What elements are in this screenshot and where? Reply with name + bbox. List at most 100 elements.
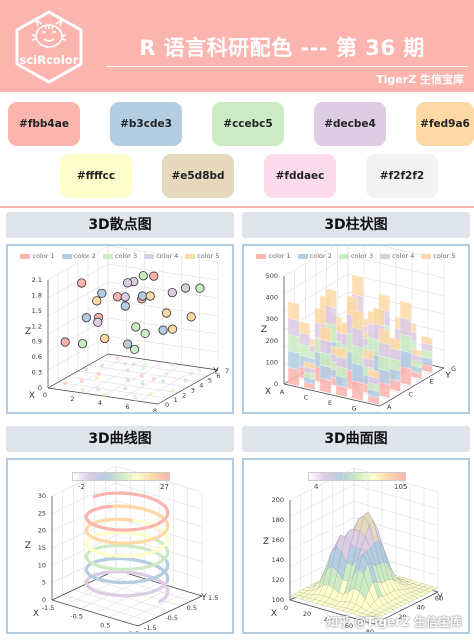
axis-line xyxy=(379,367,445,407)
surface-chart: 4 105 1001201401601802000204060800204060… xyxy=(242,458,470,634)
x-tick-label: 0 xyxy=(43,391,47,399)
point-shadow xyxy=(99,363,104,368)
bar-segment xyxy=(325,288,337,309)
panel-title: 3D散点图 xyxy=(6,212,234,238)
point-shadow xyxy=(183,378,188,383)
y-tick-label: 40 xyxy=(417,604,425,612)
point-shadow xyxy=(96,372,101,376)
y-tick-label: 20 xyxy=(398,613,406,621)
color-swatch: #fbb4ae xyxy=(8,102,80,146)
bar-segment xyxy=(287,301,300,321)
x-tick-label: 6 xyxy=(125,403,129,411)
legend-item: color 5 xyxy=(185,252,220,260)
bar-segment xyxy=(351,327,364,348)
y-axis-label: Y xyxy=(200,593,207,603)
z-tick-label: 25 xyxy=(38,509,46,517)
y-tick-label: 7 xyxy=(225,367,229,375)
z-tick-label: 2.1 xyxy=(32,276,42,284)
x-tick-label: E xyxy=(328,399,332,407)
logo-text: sciRcolor xyxy=(19,53,79,67)
z-tick-label: 180 xyxy=(272,516,284,524)
bar-segment xyxy=(373,307,385,327)
z-tick-label: 300 xyxy=(266,315,278,323)
scatter-point xyxy=(180,283,191,293)
swatch-label: #decbe4 xyxy=(324,118,376,130)
bar-segment xyxy=(378,368,391,385)
bar-segment xyxy=(335,346,348,360)
y-axis-label: Y xyxy=(436,593,443,603)
x-tick-label: 2 xyxy=(70,395,74,403)
legend-item: color 2 xyxy=(61,252,96,260)
bar-segment xyxy=(367,369,380,379)
z-tick-label: 200 xyxy=(266,337,278,345)
swatch-label: #ffffcc xyxy=(76,170,116,182)
colorbar-min-label: -2 xyxy=(78,483,85,491)
point-shadow xyxy=(84,367,89,372)
bar-segment xyxy=(399,333,412,353)
line-panel: 3D曲线图 -2 27 0 5 10 15 20 25 30 -1.5 -0.5 0.5 1.5 -1… xyxy=(6,426,234,634)
grid-line xyxy=(283,246,336,277)
point-shadow xyxy=(139,374,144,378)
colorbar xyxy=(308,472,406,481)
y-tick-label: -1.5 xyxy=(144,624,157,632)
point-shadow xyxy=(148,391,153,396)
x-axis-label: X xyxy=(271,609,277,619)
bar-segment xyxy=(351,274,364,297)
y-tick-label: E xyxy=(430,378,434,386)
x-tick-label: A xyxy=(280,388,285,396)
bar-segment xyxy=(378,341,391,359)
x-tick-label: -0.5 xyxy=(70,613,83,621)
axis-line xyxy=(107,353,219,371)
bar-segment xyxy=(399,349,412,370)
z-tick-label: 400 xyxy=(266,294,278,302)
surface-cell xyxy=(368,616,379,621)
grid-line xyxy=(353,467,439,493)
z-tick-label: 140 xyxy=(272,556,284,564)
axis-line xyxy=(157,369,219,405)
z-axis-label: Z xyxy=(261,325,267,335)
scatter-point xyxy=(77,278,87,288)
scatter-point xyxy=(112,292,123,302)
z-tick-label: 20 xyxy=(38,527,46,535)
swatch-label: #b3cde3 xyxy=(120,118,172,130)
point-shadow xyxy=(141,366,146,371)
swatch-label: #ccebc5 xyxy=(223,118,273,130)
grid-line xyxy=(107,246,219,263)
z-tick-label: 500 xyxy=(266,272,278,280)
axis-line xyxy=(283,383,381,407)
axis-line xyxy=(47,353,109,389)
y-tick-label: 3 xyxy=(191,386,195,394)
legend-item: color 4 xyxy=(144,252,178,260)
bar-segment xyxy=(399,300,412,321)
bar-segment xyxy=(399,366,412,386)
grid-line xyxy=(47,246,109,281)
z-tick-label: 10 xyxy=(38,561,46,569)
scatter-point xyxy=(167,324,178,334)
z-tick-label: 0.6 xyxy=(32,353,42,361)
bar-segment xyxy=(287,350,300,370)
scatter-point xyxy=(92,296,102,306)
z-axis-label: Z xyxy=(25,327,31,337)
grid-line xyxy=(105,574,192,602)
swatch-label: #fddaec xyxy=(275,170,325,182)
y-axis-label: Y xyxy=(444,371,451,381)
z-tick-label: 100 xyxy=(272,596,284,604)
watermark: 知乎 @TigerZ 生信宝库 xyxy=(325,615,462,629)
color-swatch: #fddaec xyxy=(264,154,336,198)
point-shadow xyxy=(189,371,194,376)
scatter-point xyxy=(77,339,88,349)
legend-item: color 1 xyxy=(20,252,55,260)
header-banner: sciRcolor R 语言科研配色 --- 第 36 期 TigerZ 生信宝… xyxy=(0,0,474,92)
grid-line xyxy=(381,246,445,261)
z-tick-label: 0 xyxy=(274,380,278,388)
grid-line xyxy=(51,465,117,497)
swatch-label: #fbb4ae xyxy=(19,118,69,130)
scatter-point xyxy=(93,317,103,327)
bar-segment xyxy=(399,317,412,337)
color-swatch: #fed9a6 xyxy=(416,102,474,146)
y-tick-label: 6 xyxy=(216,372,220,380)
swatch-label: #e5d8bd xyxy=(171,170,225,182)
axis-line xyxy=(373,591,439,625)
colorbar-max-label: 27 xyxy=(160,483,169,491)
